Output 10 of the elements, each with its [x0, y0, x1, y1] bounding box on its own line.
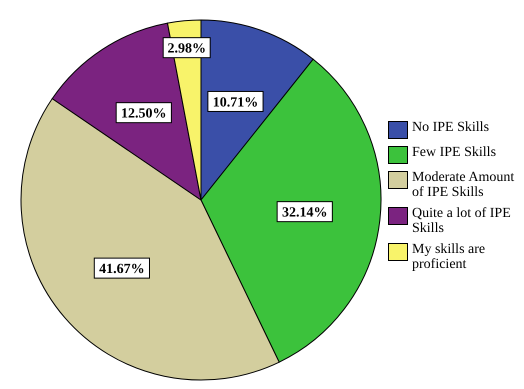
legend-label: Few IPE Skills	[412, 144, 496, 160]
data-label: 12.50%	[121, 106, 167, 122]
legend-label: Quite a lot of IPE Skills	[412, 206, 512, 236]
data-label: 2.98%	[167, 42, 206, 57]
data-label: 41.67%	[99, 262, 145, 278]
data-label: 32.14%	[282, 206, 328, 221]
legend-label: My skills are proficient	[412, 242, 486, 272]
data-label: 10.71%	[212, 95, 258, 110]
legend-label: No IPE Skills	[412, 120, 490, 134]
legend-label: Moderate Amount of IPE Skills	[412, 170, 516, 200]
